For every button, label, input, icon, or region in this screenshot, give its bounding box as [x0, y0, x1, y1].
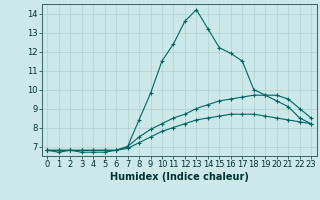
X-axis label: Humidex (Indice chaleur): Humidex (Indice chaleur)	[110, 172, 249, 182]
